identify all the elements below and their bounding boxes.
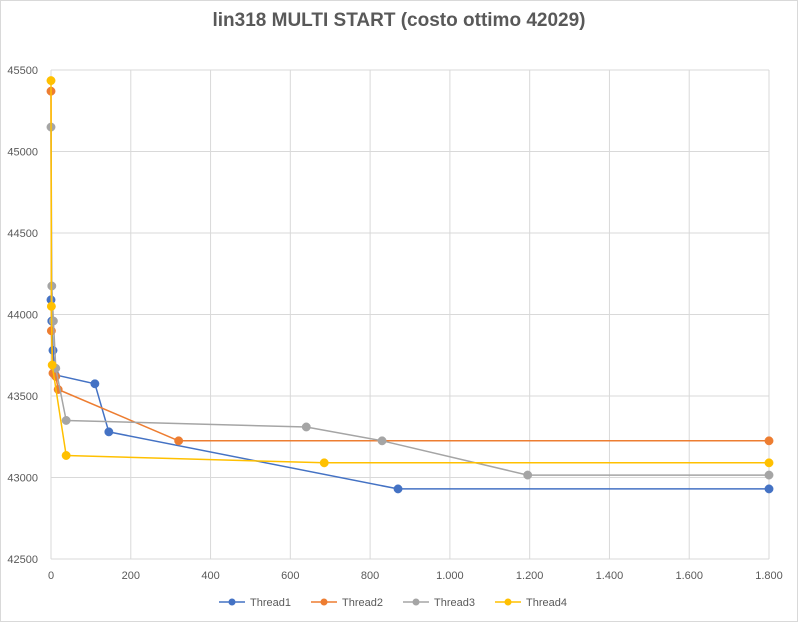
data-point	[764, 470, 774, 480]
x-tick-label: 1.400	[596, 570, 624, 582]
series-layer	[46, 76, 774, 494]
chart-title: lin318 MULTI START (costo ottimo 42029)	[212, 10, 586, 31]
legend-label: Thread1	[250, 597, 291, 609]
series-line	[50, 80, 769, 464]
data-point	[393, 484, 403, 494]
series-line	[50, 91, 769, 442]
data-point	[764, 436, 774, 446]
data-point	[61, 416, 71, 425]
y-tick-label: 42500	[7, 554, 38, 566]
y-tick-label: 44000	[7, 310, 38, 322]
data-point	[90, 379, 100, 389]
data-point	[48, 316, 58, 326]
legend-label: Thread3	[434, 597, 475, 609]
x-tick-label: 1.000	[436, 570, 464, 582]
legend: Thread1 Thread2 Thread3 Thread4	[219, 597, 567, 609]
axis-layer: 42500 43000 43500 44000 44500 45000 45500 0 200 4…	[7, 65, 782, 582]
data-point	[46, 301, 56, 311]
legend-item: Thread3	[403, 597, 475, 609]
legend-label: Thread2	[342, 597, 383, 609]
legend-marker	[504, 598, 512, 606]
y-tick-label: 45500	[7, 65, 38, 77]
y-tick-label: 45000	[7, 147, 38, 159]
x-tick-label: 1.600	[675, 570, 703, 582]
x-tick-label: 400	[201, 570, 219, 582]
y-tick-label: 44500	[7, 228, 38, 240]
legend-marker	[412, 598, 420, 606]
data-point	[319, 458, 329, 468]
grid-layer	[50, 69, 770, 560]
series-thread3	[46, 122, 774, 480]
y-tick-label: 43500	[7, 391, 38, 403]
data-point	[174, 436, 184, 446]
x-tick-label: 600	[281, 570, 299, 582]
legend-item: Thread4	[495, 597, 567, 609]
data-point	[301, 422, 311, 432]
data-point	[47, 360, 57, 370]
x-tick-label: 1.800	[755, 570, 783, 582]
data-point	[104, 427, 114, 437]
x-tick-label: 1.200	[516, 570, 544, 582]
data-point	[46, 76, 56, 86]
data-point	[377, 436, 387, 446]
series-thread2	[46, 86, 774, 446]
legend-marker	[320, 598, 328, 606]
y-tick-label: 43000	[7, 473, 38, 485]
legend-item: Thread2	[311, 597, 383, 609]
x-tick-label: 0	[48, 570, 54, 582]
data-point	[764, 484, 774, 494]
x-tick-label: 200	[122, 570, 140, 582]
legend-marker	[228, 598, 236, 606]
data-point	[764, 458, 774, 468]
series-thread4	[46, 76, 774, 468]
data-point	[61, 451, 71, 460]
series-line	[50, 299, 769, 490]
legend-item: Thread1	[219, 597, 291, 609]
data-point	[523, 470, 533, 480]
series-line	[50, 127, 769, 476]
x-tick-label: 800	[361, 570, 379, 582]
legend-label: Thread4	[526, 597, 567, 609]
